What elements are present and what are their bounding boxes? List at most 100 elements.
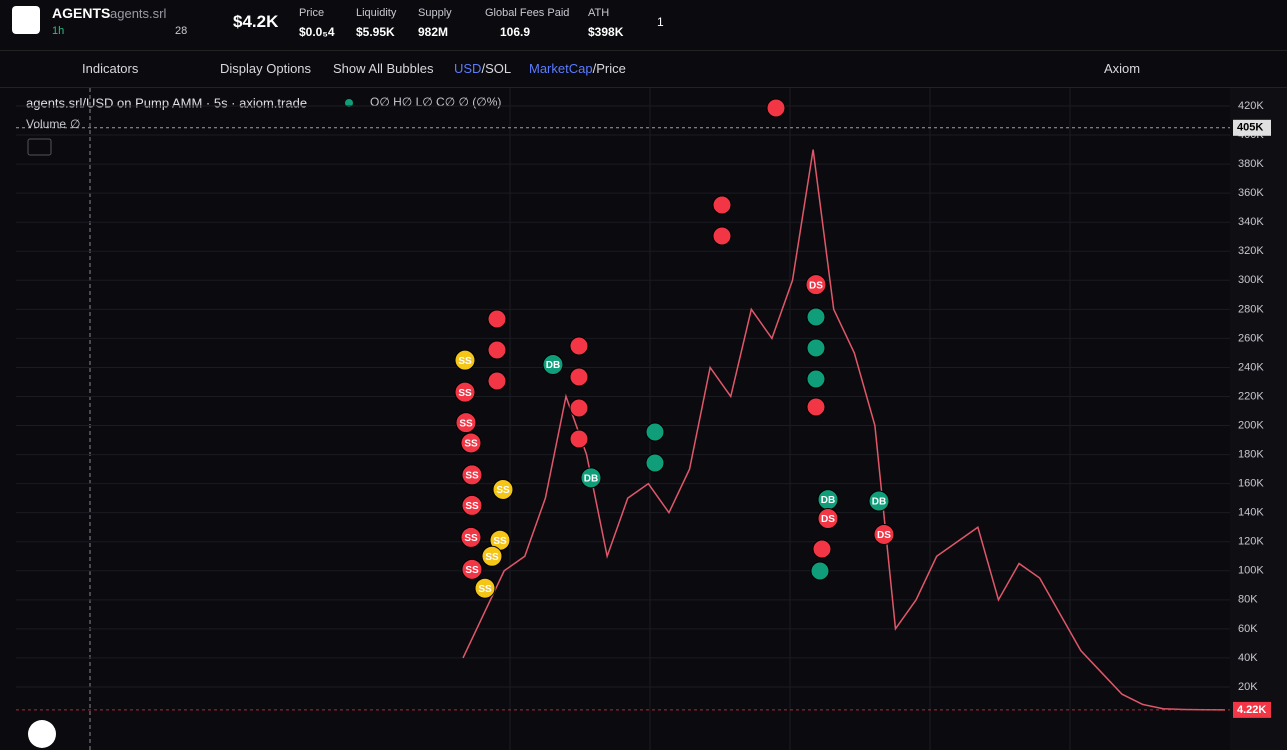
stat-label: Supply	[418, 7, 452, 19]
bubble-label: DS	[877, 530, 891, 541]
tradingview-logo	[28, 720, 56, 748]
bubble	[873, 523, 895, 545]
bubble-label: SS	[478, 584, 492, 595]
stat-label: Liquidity	[356, 7, 397, 19]
y-tick-label: 360K	[1238, 187, 1264, 199]
bubble-label: DB	[872, 497, 886, 508]
bubble-label: SS	[465, 471, 479, 482]
stat-value: $0.0₅4	[299, 25, 335, 39]
currency: USD	[454, 61, 482, 76]
y-tick-label: 280K	[1238, 303, 1264, 315]
toolbar: Indicators Display Options Show All Bubb…	[0, 51, 1287, 88]
y-tick-label: 240K	[1238, 361, 1264, 373]
y-tick-label: 20K	[1238, 681, 1258, 693]
market-cap: $4.2K	[233, 12, 279, 31]
bubble	[474, 577, 496, 599]
stat-value: 982M	[418, 25, 449, 39]
bubble-label: DB	[821, 495, 835, 506]
currency-alt: /SOL	[481, 61, 512, 76]
stat-value: 106.9	[500, 25, 531, 39]
mode-toggle[interactable]: MarketCap/Price	[529, 61, 626, 76]
header: AGENTS agents.srl 1h 28 $4.2K Price $0.0…	[0, 0, 1287, 51]
price-axis	[1230, 88, 1287, 750]
bubble	[454, 381, 476, 403]
bubble	[460, 432, 482, 454]
y-tick-label: 120K	[1238, 536, 1264, 548]
currency-toggle[interactable]: USD/SOL	[454, 61, 511, 76]
y-tick-label: 340K	[1238, 216, 1264, 228]
source-select[interactable]: Axiom	[1104, 61, 1141, 76]
stat-value: $5.95K	[356, 25, 395, 39]
bubble-label: SS	[464, 439, 478, 450]
y-tick-label: 200K	[1238, 419, 1264, 431]
bubble	[454, 349, 476, 371]
y-tick-label: 260K	[1238, 332, 1264, 344]
mode: MarketCap	[529, 61, 593, 76]
bubble	[868, 490, 890, 512]
vertical-grid	[509, 88, 1071, 750]
y-tick-label: 60K	[1238, 623, 1258, 635]
bubble-label: SS	[458, 388, 472, 399]
plot: 20K 40K 60K 80K 100K 120K 140K 160K 180K 200K 220K…	[16, 100, 1271, 718]
bubble	[461, 464, 483, 486]
y-tick-label: 160K	[1238, 478, 1264, 490]
bubble-label: DS	[821, 514, 835, 525]
bubble	[461, 558, 483, 580]
stat-label: Global Fees Paid	[485, 7, 570, 19]
reference-label: 405K	[1237, 122, 1263, 134]
bubble-label: DS	[809, 280, 823, 291]
y-tick-label: 320K	[1238, 245, 1264, 257]
y-tick-label: 180K	[1238, 448, 1264, 460]
y-tick-label: 420K	[1238, 100, 1264, 112]
symbol: AGENTS	[52, 5, 111, 21]
bubbles-button[interactable]: Show All Bubbles	[333, 61, 434, 76]
bubble-label: SS	[464, 533, 478, 544]
holders-badge[interactable]: 1	[657, 15, 664, 29]
y-tick-label: 300K	[1238, 274, 1264, 286]
bubble	[481, 545, 503, 567]
stat-value: $398K	[588, 25, 624, 39]
event-icons	[487, 98, 832, 581]
bubble	[805, 274, 827, 296]
bubble	[580, 467, 602, 489]
ohlc: O∅ H∅ L∅ C∅ ∅ (∅%)	[370, 95, 501, 109]
reference-label-box	[1233, 701, 1271, 718]
y-tick-label: 220K	[1238, 390, 1264, 402]
reference-label: 4.22K	[1237, 704, 1266, 716]
bubble-label: SS	[485, 552, 499, 563]
ticker[interactable]: agents.srl	[110, 6, 167, 21]
display-options-button[interactable]: Display Options	[220, 61, 312, 76]
watchers: 28	[175, 25, 188, 37]
y-tick-label: 140K	[1238, 507, 1264, 519]
bubble-label: SS	[458, 356, 472, 367]
bubble	[455, 412, 477, 434]
y-tick-label: 80K	[1238, 594, 1258, 606]
timeframe: 1h	[52, 25, 65, 37]
bubble-label: DB	[584, 473, 598, 484]
indicators-button[interactable]: Indicators	[82, 61, 139, 76]
bubble-label: DB	[546, 360, 560, 371]
volume-value: ∅	[70, 117, 80, 131]
bubble-label: SS	[459, 418, 473, 429]
bubble-label: SS	[465, 501, 479, 512]
bubble	[817, 507, 839, 529]
bubble-label: SS	[465, 565, 479, 576]
stat-label: ATH	[588, 7, 610, 19]
stat-label: Price	[299, 7, 325, 19]
status-dot	[345, 99, 353, 107]
volume-label: Volume	[26, 117, 66, 131]
y-tick-label: 380K	[1238, 158, 1264, 170]
reference-label-box	[1233, 119, 1271, 136]
y-tick-label: 40K	[1238, 652, 1258, 664]
mode-alt: /Price	[592, 61, 626, 76]
bubble	[542, 354, 564, 376]
chart: agents.srl/USD on Pump AMM · 5s · axiom.…	[16, 88, 1287, 750]
y-tick-label: 100K	[1238, 565, 1264, 577]
token-logo	[12, 6, 40, 34]
bubble	[461, 494, 483, 516]
bubble	[460, 526, 482, 548]
bubble-label: SS	[496, 485, 510, 496]
chart-title: agents.srl/USD on Pump AMM · 5s · axiom.…	[26, 95, 307, 110]
collapse-button[interactable]	[27, 138, 52, 156]
